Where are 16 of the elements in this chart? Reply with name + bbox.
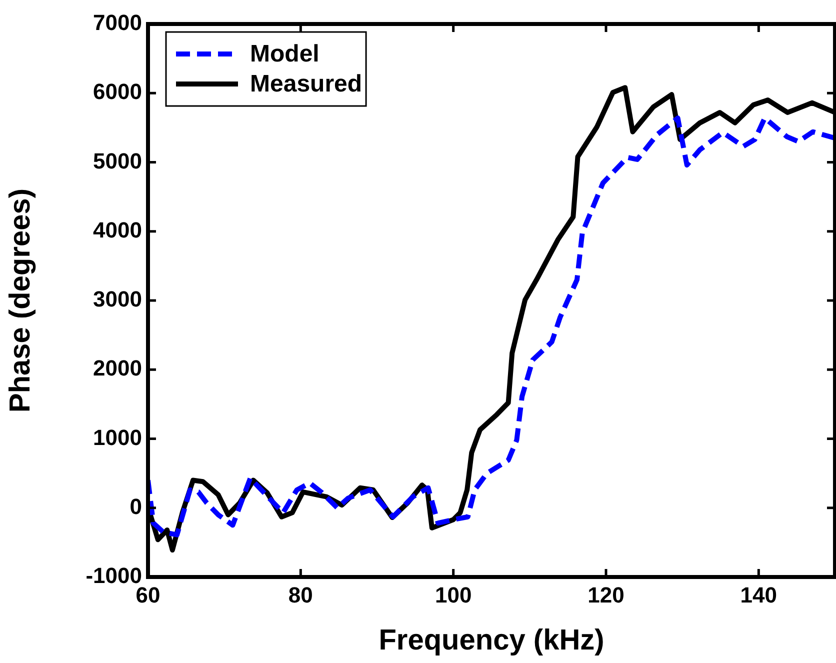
y-tick-label: 6000 [93, 79, 142, 104]
y-tick-label: 0 [130, 494, 142, 519]
x-tick-label: 140 [740, 582, 778, 608]
y-tick-label: 3000 [93, 286, 142, 312]
legend-label: Measured [250, 70, 362, 98]
x-axis-title: Frequency (kHz) [378, 624, 604, 657]
legend-label: Model [250, 40, 320, 68]
y-tick-label: 2000 [93, 356, 142, 381]
y-tick-label: 7000 [93, 10, 142, 36]
x-tick-label: 100 [434, 582, 472, 608]
y-tick-label: 4000 [93, 217, 142, 242]
y-axis-title: Phase (degrees) [4, 188, 36, 413]
y-tick-label: 5000 [93, 148, 142, 174]
x-tick-label: 120 [588, 582, 624, 608]
x-tick-label: 80 [288, 582, 313, 608]
y-tick-label: 1000 [93, 424, 142, 450]
